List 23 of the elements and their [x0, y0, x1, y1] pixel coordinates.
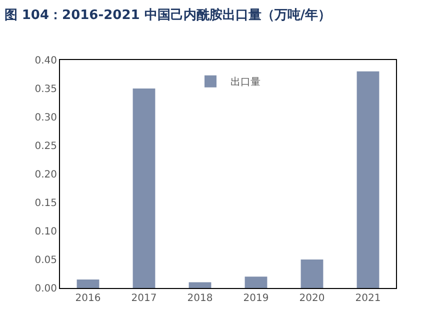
x-tick-label: 2020 — [299, 293, 325, 304]
bar — [356, 71, 380, 288]
bar — [244, 276, 268, 288]
y-tick-label: 0.15 — [34, 198, 57, 209]
y-tick-label: 0.00 — [34, 284, 57, 294]
x-tick-label: 2016 — [75, 293, 101, 304]
x-tick-label: 2017 — [131, 293, 157, 304]
x-tick-label: 2021 — [355, 293, 381, 304]
y-tick-label: 0.05 — [34, 255, 57, 266]
y-tick-label: 0.40 — [34, 56, 57, 66]
bar — [76, 279, 100, 288]
chart-title: 图 104：2016-2021 中国己内酰胺出口量（万吨/年） — [4, 7, 332, 24]
x-tick-label: 2018 — [187, 293, 213, 304]
legend-label: 出口量 — [230, 76, 260, 88]
bar — [300, 260, 324, 288]
y-tick-label: 0.30 — [34, 112, 57, 124]
y-tick-label: 0.20 — [34, 170, 57, 180]
bar — [188, 282, 212, 288]
y-tick-label: 0.25 — [34, 141, 57, 152]
x-tick-label: 2019 — [243, 293, 269, 304]
bar — [132, 88, 156, 288]
y-tick-label: 0.35 — [34, 84, 57, 95]
y-tick-label: 0.10 — [34, 226, 57, 238]
